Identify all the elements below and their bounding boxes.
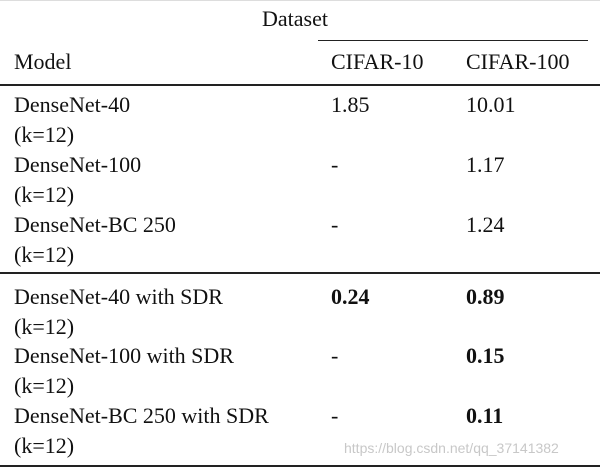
- row-cifar100-value: 0.89: [466, 284, 505, 309]
- row-cifar100-value: 0.11: [466, 403, 504, 428]
- row-cifar10-value: -: [331, 212, 339, 237]
- row-cifar10-value: 0.24: [331, 284, 370, 309]
- row-model-name: DenseNet-BC 250: [14, 212, 176, 237]
- header-rule: [0, 84, 600, 86]
- dataset-cmidrule: [318, 40, 588, 41]
- row-cifar100-value: 0.15: [466, 343, 505, 368]
- row-model-name: DenseNet-100 with SDR: [14, 343, 234, 368]
- row-cifar10-value: 1.85: [331, 92, 370, 117]
- cifar100-column-header: CIFAR-100: [466, 49, 570, 74]
- row-model-name: DenseNet-BC 250 with SDR: [14, 403, 269, 428]
- watermark-text: https://blog.csdn.net/qq_37141382: [344, 440, 559, 456]
- row-model-params: (k=12): [14, 314, 75, 339]
- row-model-params: (k=12): [14, 242, 75, 267]
- top-rule: [0, 0, 600, 1]
- row-cifar10-value: -: [331, 152, 339, 177]
- cifar10-column-header: CIFAR-10: [331, 49, 424, 74]
- row-model-name: DenseNet-40: [14, 92, 131, 117]
- model-column-header: Model: [14, 49, 72, 74]
- row-model-params: (k=12): [14, 433, 75, 458]
- row-model-params: (k=12): [14, 122, 75, 147]
- row-cifar10-value: -: [331, 403, 339, 428]
- dataset-group-header: Dataset: [262, 6, 328, 31]
- row-model-name: DenseNet-40 with SDR: [14, 284, 223, 309]
- row-cifar10-value: -: [331, 343, 339, 368]
- row-cifar100-value: 1.17: [466, 152, 505, 177]
- row-cifar100-value: 1.24: [466, 212, 505, 237]
- row-cifar100-value: 10.01: [466, 92, 516, 117]
- group-separator-rule: [0, 272, 600, 274]
- bottom-rule: [0, 465, 600, 467]
- row-model-name: DenseNet-100: [14, 152, 142, 177]
- row-model-params: (k=12): [14, 373, 75, 398]
- row-model-params: (k=12): [14, 182, 75, 207]
